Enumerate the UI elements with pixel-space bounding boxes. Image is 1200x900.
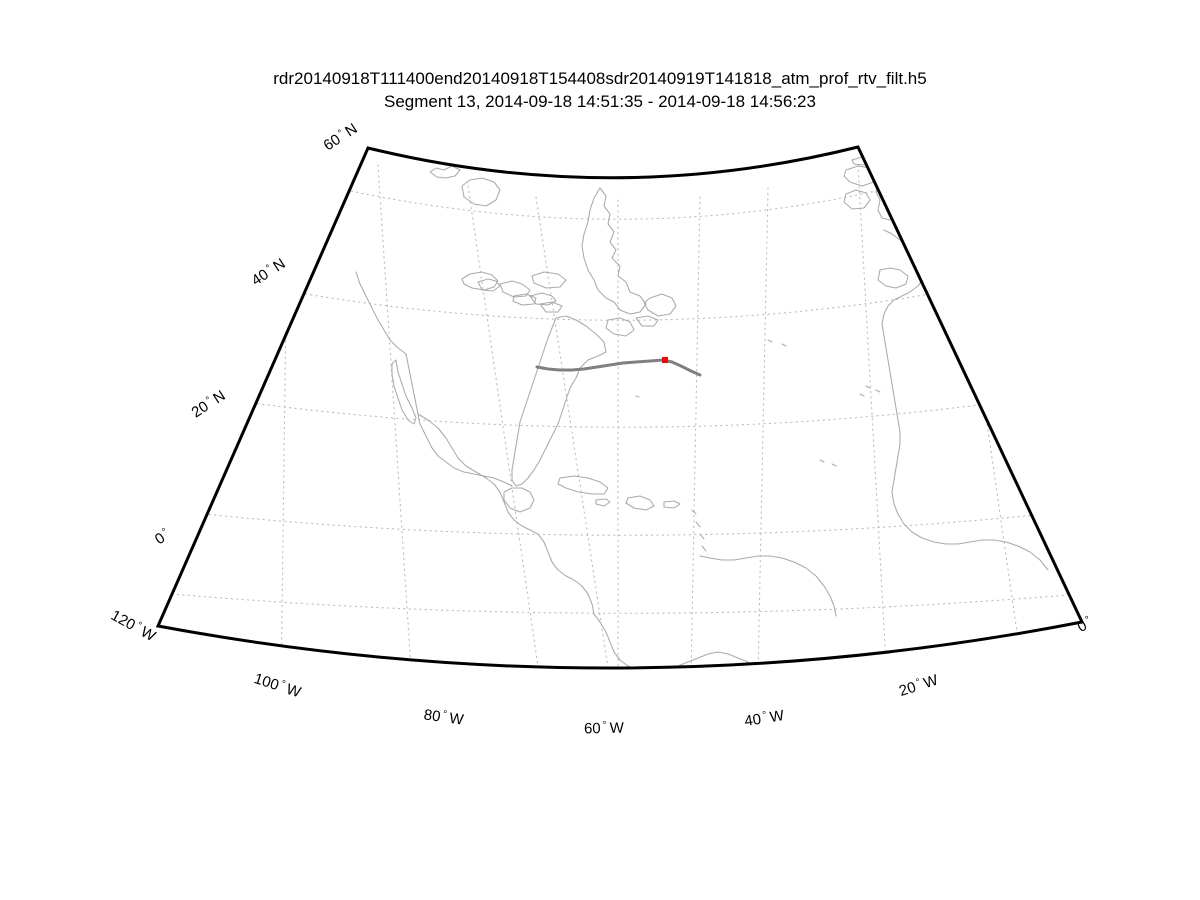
lon-label-60: 60 ° W [584, 720, 625, 738]
lat-label-60: 60°N [321, 120, 361, 154]
lon-label-120: 120°W [108, 607, 159, 646]
lon-label-80: 80°W [423, 706, 466, 728]
lat-label-40: 40°N [249, 255, 289, 289]
flight-track [535, 358, 702, 377]
lat-label-20: 20°N [189, 387, 229, 421]
current-position-marker [662, 357, 668, 363]
lon-label-100: 100°W [252, 670, 304, 701]
lon-label-20: 20°W [897, 671, 941, 700]
lat-label-0: 0° [152, 526, 173, 548]
map-contents [158, 147, 1082, 669]
lon-label-40: 40°W [743, 707, 786, 730]
map-background [158, 147, 1082, 669]
map-border [155, 145, 1085, 670]
